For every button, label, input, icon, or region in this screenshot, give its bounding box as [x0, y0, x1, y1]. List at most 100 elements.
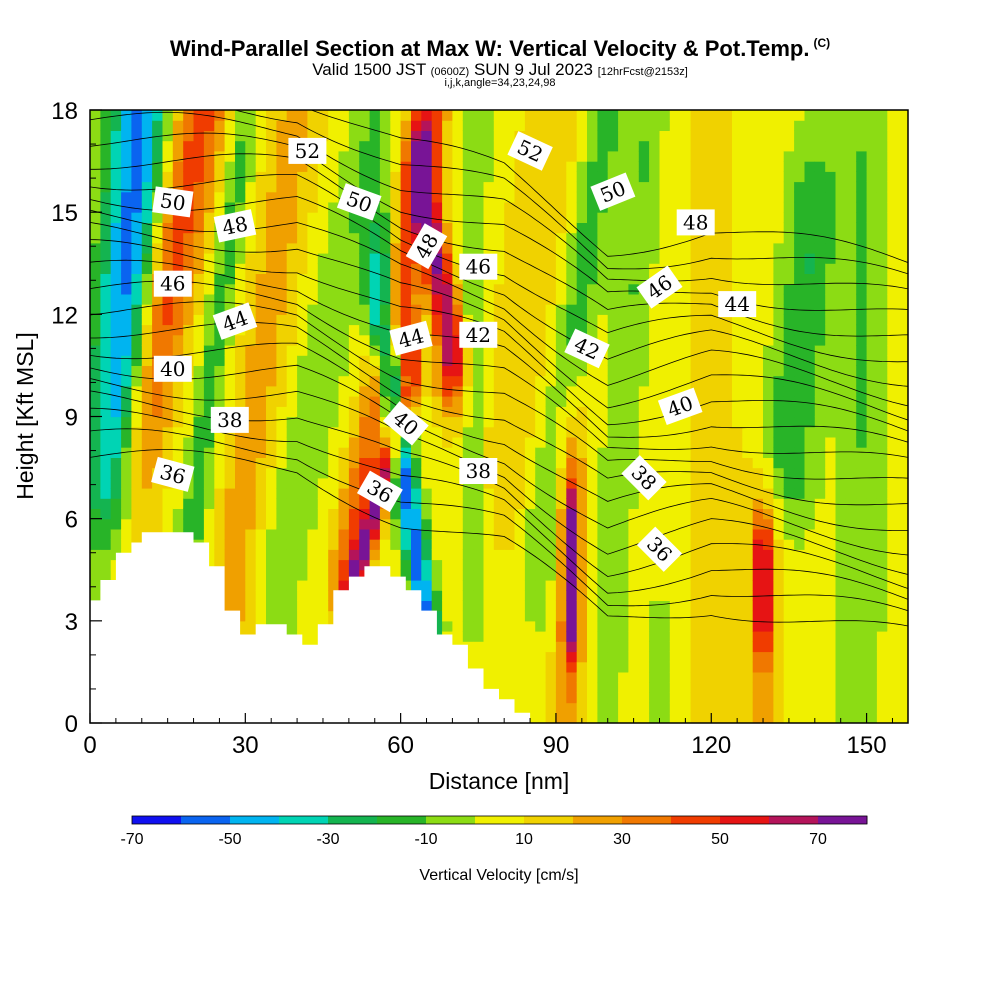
w-cell	[203, 559, 215, 571]
w-cell	[897, 263, 908, 274]
w-cell	[794, 304, 806, 315]
w-cell	[90, 406, 101, 418]
w-cell	[245, 436, 257, 448]
w-cell	[721, 447, 733, 458]
w-cell	[721, 406, 733, 418]
w-cell	[297, 508, 309, 520]
w-cell	[628, 222, 640, 234]
w-cell	[110, 120, 122, 131]
w-cell	[783, 345, 795, 356]
w-cell	[421, 447, 433, 458]
theta-contour	[90, 153, 908, 337]
w-cell	[504, 569, 516, 581]
w-cell	[545, 263, 557, 274]
w-cell	[866, 651, 878, 663]
w-cell	[711, 549, 723, 561]
w-cell	[649, 314, 661, 326]
w-cell	[732, 590, 743, 601]
w-cell	[90, 528, 101, 540]
w-cell	[897, 140, 908, 152]
w-cell	[814, 477, 826, 489]
w-cell	[887, 406, 899, 418]
w-cell	[669, 682, 681, 693]
w-cell	[773, 355, 785, 366]
w-cell	[794, 171, 806, 183]
contour-label-box	[389, 320, 433, 356]
w-cell	[338, 161, 350, 172]
w-cell	[659, 569, 671, 581]
w-cell	[597, 130, 609, 142]
w-cell	[235, 610, 246, 622]
w-cell	[245, 590, 257, 601]
w-cell	[379, 314, 391, 326]
w-cell	[773, 661, 785, 673]
w-cell	[835, 426, 847, 438]
w-cell	[379, 324, 391, 336]
w-cell	[887, 324, 899, 336]
w-cell	[555, 120, 567, 131]
w-cell	[90, 201, 101, 213]
w-cell	[763, 293, 774, 305]
w-cell	[359, 140, 371, 152]
w-cell	[814, 242, 826, 254]
w-cell	[587, 671, 598, 683]
w-cell	[794, 201, 806, 213]
w-cell	[379, 110, 391, 121]
w-cell	[473, 140, 485, 152]
w-cell	[628, 283, 640, 295]
w-cell	[783, 283, 795, 295]
w-cell	[783, 171, 795, 183]
w-cell	[235, 518, 246, 530]
w-cell	[607, 110, 619, 121]
w-cell	[214, 242, 226, 254]
w-cell	[638, 580, 650, 591]
w-cell	[700, 365, 712, 377]
w-cell	[152, 304, 164, 315]
w-cell	[338, 467, 350, 479]
w-cell	[442, 396, 454, 407]
w-cell	[814, 212, 826, 223]
w-cell	[845, 508, 857, 520]
w-cell	[794, 671, 806, 683]
w-cell	[411, 273, 422, 285]
w-cell	[338, 498, 350, 509]
w-cell	[483, 345, 495, 356]
w-cell	[856, 253, 868, 264]
w-cell	[141, 140, 153, 152]
w-cell	[203, 518, 215, 530]
w-cell	[276, 488, 288, 499]
w-cell	[193, 508, 205, 520]
w-cell	[431, 539, 443, 550]
w-cell	[110, 375, 122, 387]
w-cell	[773, 365, 785, 377]
w-cell	[597, 416, 609, 428]
w-cell	[835, 334, 847, 346]
w-cell	[825, 488, 837, 499]
w-cell	[628, 385, 640, 397]
w-cell	[152, 314, 164, 326]
w-cell	[845, 477, 857, 489]
w-cell	[183, 171, 195, 183]
w-cell	[359, 304, 371, 315]
w-cell	[514, 467, 526, 479]
w-cell	[348, 150, 360, 162]
w-cell	[763, 467, 774, 479]
w-cell	[856, 712, 868, 723]
w-cell	[752, 712, 764, 723]
w-cell	[711, 385, 723, 397]
w-cell	[897, 345, 908, 356]
w-cell	[690, 498, 702, 509]
w-cell	[400, 375, 412, 387]
w-cell	[224, 467, 236, 479]
w-cell	[555, 610, 567, 622]
w-cell	[524, 191, 536, 203]
w-cell	[473, 232, 485, 244]
w-cell	[649, 682, 661, 693]
contour-label: 48	[213, 209, 257, 243]
w-cell	[162, 324, 174, 336]
w-cell	[411, 569, 422, 581]
w-cell	[400, 304, 412, 315]
w-cell	[763, 314, 774, 326]
w-cell	[359, 385, 371, 397]
w-cell	[400, 528, 412, 540]
